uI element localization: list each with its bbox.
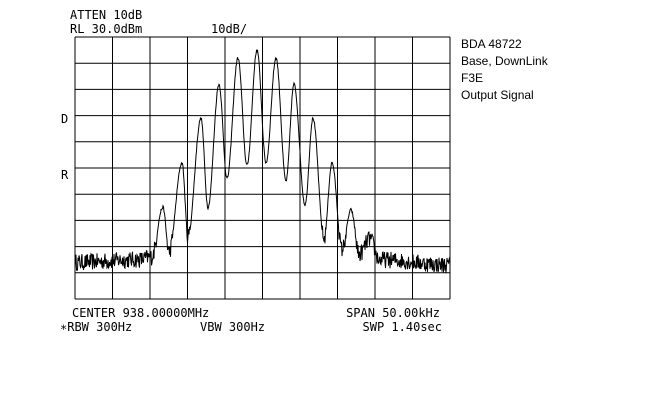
attenuation-label: ATTEN 10dB <box>70 8 142 22</box>
annotation-line-3: F3E <box>461 71 483 85</box>
annotation-line-4: Output Signal <box>461 88 534 102</box>
sweep-time-label: SWP 1.40sec <box>363 320 442 334</box>
vbw-label: VBW 300Hz <box>200 320 265 334</box>
center-frequency-label: CENTER 938.00000MHz <box>72 306 209 320</box>
rbw-label: ∗RBW 300Hz <box>60 320 132 334</box>
annotation-line-2: Base, DownLink <box>461 54 549 68</box>
annotation-line-1: BDA 48722 <box>461 37 522 51</box>
display-line-marker-d: D <box>61 112 68 126</box>
span-label: SPAN 50.00kHz <box>346 306 440 320</box>
reference-marker-r: R <box>61 168 69 182</box>
reference-level-label: RL 30.0dBm <box>70 22 142 36</box>
spectrum-trace <box>74 49 451 274</box>
scale-label: 10dB/ <box>211 22 247 36</box>
graticule <box>74 36 451 300</box>
